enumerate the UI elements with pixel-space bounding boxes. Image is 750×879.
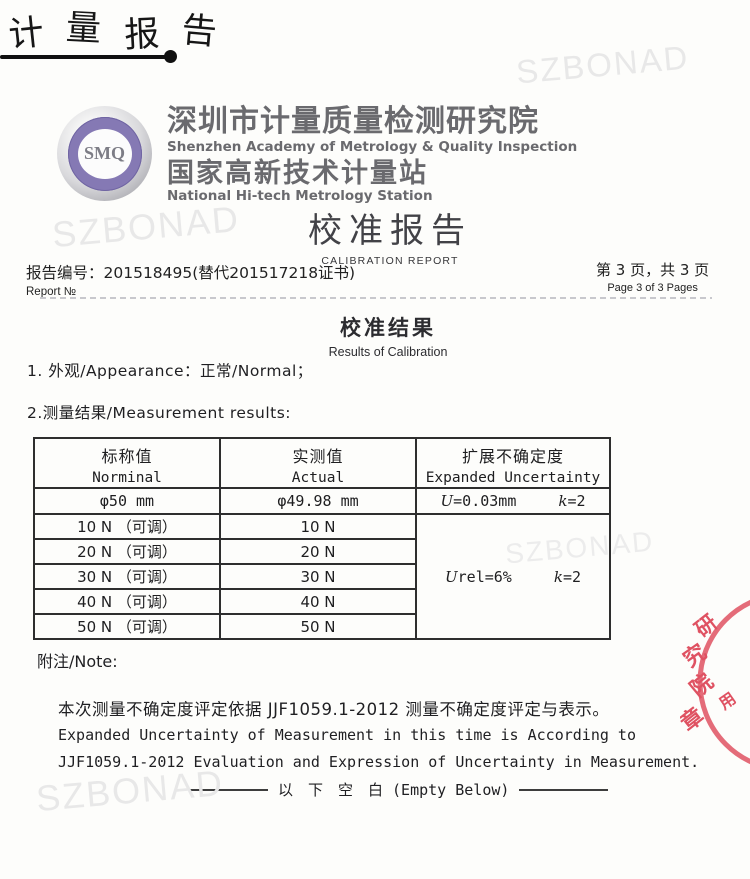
smq-logo-icon: SMQ	[57, 106, 152, 201]
handwritten-underline	[0, 55, 170, 59]
page-number-cn: 第 3 页，共 3 页	[596, 261, 710, 279]
k-value: =2	[562, 567, 581, 586]
table-row-force: 10 N （可调） 10 N Urel=6% k=2	[33, 513, 611, 640]
cell-force-nominal: 40 N （可调）	[33, 588, 221, 615]
cell-dia-uncertainty: U=0.03mm k=2	[415, 487, 611, 515]
handwritten-char: 报	[123, 13, 167, 57]
cell-force-nominal: 10 N （可调）	[33, 513, 221, 540]
page-number-block: 第 3 页，共 3 页 Page 3 of 3 Pages	[596, 259, 709, 294]
smq-logo-abbr: SMQ	[77, 128, 132, 179]
note-label: 附注/Note:	[37, 652, 118, 671]
smq-logo-ring: SMQ	[67, 116, 142, 191]
cell-force-actual: 20 N	[219, 538, 417, 565]
header-actual-en: Actual	[291, 469, 345, 486]
empty-below-divider: 以 下 空 白 (Empty Below)	[188, 779, 608, 800]
table-row-force: 40 N （可调） 40 N	[33, 588, 610, 615]
handwritten-underline-dot	[164, 50, 177, 63]
report-number-block: 报告编号：201518495(替代201517218证书) Report №	[26, 261, 355, 298]
cell-dia-nominal: φ50 mm	[33, 487, 221, 515]
note-line-en-2: JJF1059.1-2012 Evaluation and Expression…	[58, 753, 700, 771]
cell-force-actual: 50 N	[219, 613, 417, 640]
cell-merged-uncertainty: Urel=6% k=2	[415, 513, 611, 640]
cell-force-actual: 10 N	[219, 513, 417, 540]
header-nominal: 标称值 Norminal	[33, 437, 221, 489]
u-value: =0.03mm	[453, 492, 517, 510]
page-number-en: Page 3 of 3 Pages	[607, 282, 698, 294]
divider-line-right	[519, 788, 608, 791]
handwritten-char: 告	[180, 10, 225, 54]
u-value: rel=6%	[457, 567, 512, 586]
report-title: 校准报告 CALIBRATION REPORT	[285, 203, 495, 267]
cell-force-actual: 30 N	[219, 563, 417, 590]
stamp-arc	[697, 599, 750, 765]
header-nominal-en: Norminal	[92, 469, 162, 486]
cell-force-nominal: 20 N （可调）	[33, 538, 221, 565]
watermark-top: SZBONAD	[514, 38, 691, 91]
report-title-cn: 校准报告	[308, 211, 472, 251]
watermark-middle-left: SZBONAD	[50, 197, 242, 256]
org-header: 深圳市计量质量检测研究院 Shenzhen Academy of Metrolo…	[167, 107, 577, 203]
appearance-result-line: 1. 外观/Appearance：正常/Normal；	[27, 362, 313, 380]
red-seal-stamp: 研 究 院 用 章	[680, 599, 750, 765]
cell-force-actual: 40 N	[219, 588, 417, 615]
k-value: =2	[567, 492, 586, 510]
dashed-separator	[40, 297, 712, 299]
table-row-diameter: φ50 mm φ49.98 mm U=0.03mm k=2	[33, 487, 611, 515]
station-name-en: National Hi-tech Metrology Station	[167, 187, 433, 204]
stamp-char: 院	[685, 669, 719, 703]
k-symbol: k	[558, 492, 568, 510]
handwritten-char: 量	[65, 7, 109, 51]
report-number-label-en: Report №	[26, 286, 77, 298]
measurement-results-table: 标称值 Norminal 实测值 Actual 扩展不确定度 Expanded …	[33, 437, 611, 640]
measurement-results-line: 2.测量结果/Measurement results:	[27, 404, 291, 422]
header-actual-cn: 实测值	[292, 446, 344, 466]
cell-force-nominal: 30 N （可调）	[33, 563, 221, 590]
report-title-en: CALIBRATION REPORT	[321, 255, 459, 267]
section-heading-en: Results of Calibration	[328, 345, 448, 359]
header-uncertainty-en: Expanded Uncertainty	[425, 469, 601, 486]
table-header-row: 标称值 Norminal 实测值 Actual 扩展不确定度 Expanded …	[33, 437, 611, 489]
header-uncertainty-cn: 扩展不确定度	[461, 446, 564, 466]
header-actual: 实测值 Actual	[219, 437, 417, 489]
header-uncertainty: 扩展不确定度 Expanded Uncertainty	[415, 437, 611, 489]
section-heading-cn: 校准结果	[340, 316, 436, 340]
k-symbol: k	[553, 567, 563, 586]
org-name-en: Shenzhen Academy of Metrology & Quality …	[167, 139, 578, 155]
u-symbol: U	[440, 492, 454, 510]
u-symbol: U	[445, 567, 458, 586]
handwritten-annotation: 计 量 报 告	[7, 2, 225, 56]
station-name-cn: 国家高新技术计量站	[167, 157, 428, 189]
stamp-char: 研	[690, 610, 721, 642]
cell-dia-actual: φ49.98 mm	[219, 487, 417, 515]
table-row-force: 30 N （可调） 30 N	[33, 563, 610, 590]
cell-force-nominal: 50 N （可调）	[33, 613, 221, 640]
empty-below-text: 以 下 空 白 (Empty Below)	[278, 781, 510, 799]
stamp-char: 用	[715, 689, 739, 714]
header-nominal-cn: 标称值	[101, 446, 153, 466]
note-line-en-1: Expanded Uncertainty of Measurement in t…	[58, 726, 636, 744]
table-row-force: 20 N （可调） 20 N	[33, 538, 610, 565]
section-heading: 校准结果 Results of Calibration	[288, 312, 488, 359]
note-line-cn: 本次测量不确定度评定依据 JJF1059.1-2012 测量不确定度评定与表示。	[58, 700, 610, 719]
handwritten-char: 计	[6, 11, 52, 56]
report-number: 报告编号：201518495(替代201517218证书)	[26, 264, 356, 282]
org-name-cn: 深圳市计量质量检测研究院	[167, 104, 539, 139]
divider-line-left	[188, 788, 268, 791]
table-row-force: 50 N （可调） 50 N	[33, 613, 610, 640]
